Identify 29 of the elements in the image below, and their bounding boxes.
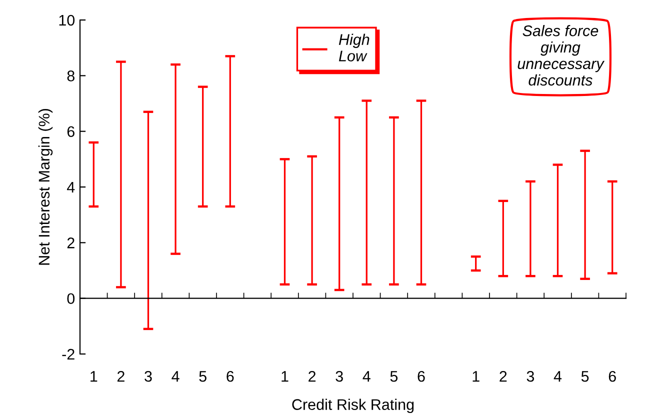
legend-label: High Low [338,34,370,62]
y-tick-label: 6 [67,126,74,138]
x-tick-label: 5 [581,371,589,382]
x-tick-label: 3 [336,370,343,382]
x-tick-label: 4 [362,371,370,382]
x-tick-label: 6 [226,370,234,382]
y-tick-label: 4 [66,182,75,193]
x-tick-label: 6 [608,370,616,382]
x-tick-label: 3 [144,370,152,382]
x-axis-title: Credit Risk Rating [292,398,414,413]
x-tick-label: 5 [390,371,398,382]
x-tick-label: 1 [90,371,98,382]
x-tick-label: 1 [282,371,288,382]
x-tick-label: 2 [500,370,507,382]
y-tick-label: -2 [62,348,74,360]
x-tick-label: 1 [472,371,480,382]
x-tick-label: 4 [554,371,562,382]
y-tick-label: 10 [59,14,75,26]
y-tick-label: 2 [67,238,74,248]
y-axis-title: Net Interest Margin (%) [38,108,53,265]
x-tick-label: 4 [172,371,180,382]
x-tick-label: 6 [418,370,425,382]
annotation: Sales force giving unnecessary discounts [518,25,605,86]
x-tick-label: 2 [308,370,316,382]
x-tick-label: 5 [199,371,206,382]
y-tick-label: 0 [67,293,75,304]
x-tick-label: 3 [526,370,534,382]
y-tick-label: 8 [67,70,74,82]
x-tick-label: 2 [117,370,124,382]
